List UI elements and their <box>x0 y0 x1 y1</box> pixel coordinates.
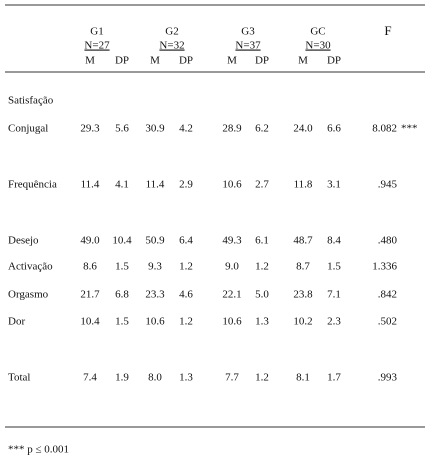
cell: 22.1 <box>222 289 241 301</box>
cell: 6.2 <box>255 123 269 135</box>
cell: 1.5 <box>327 261 341 273</box>
cell: 9.3 <box>148 261 162 273</box>
cell: 6.8 <box>115 289 129 301</box>
row-label: Activação <box>8 261 53 273</box>
subheader: M <box>85 55 95 67</box>
subheader: M <box>227 55 237 67</box>
group-n: N=32 <box>159 40 184 52</box>
cell: 8.6 <box>83 261 97 273</box>
f-header: F <box>384 23 391 38</box>
cell: 1.2 <box>179 316 193 328</box>
cell: 1.2 <box>255 372 269 384</box>
cell: 6.6 <box>327 123 341 135</box>
f-value: .480 <box>378 235 398 247</box>
cell: 21.7 <box>80 289 100 301</box>
cell: 23.3 <box>145 289 165 301</box>
cell: 5.0 <box>255 289 269 301</box>
row-label: Satisfação <box>8 95 54 107</box>
cell: 49.0 <box>80 235 100 247</box>
cell: 7.7 <box>225 372 239 384</box>
f-value: .945 <box>378 179 398 191</box>
cell: 11.4 <box>81 179 100 191</box>
row-label: Frequência <box>8 179 57 191</box>
cell: 1.5 <box>115 316 129 328</box>
subheader: DP <box>255 55 269 67</box>
cell: 30.9 <box>145 123 165 135</box>
cell: 11.4 <box>146 179 165 191</box>
group-name: G3 <box>241 26 255 38</box>
cell: 2.7 <box>255 179 269 191</box>
f-value: 1.336 <box>372 261 397 273</box>
cell: 24.0 <box>293 123 313 135</box>
cell: 5.6 <box>115 123 129 135</box>
cell: 1.3 <box>255 316 269 328</box>
cell: 1.5 <box>115 261 129 273</box>
cell: 28.9 <box>222 123 242 135</box>
group-name: G1 <box>90 26 103 38</box>
cell: 6.4 <box>179 235 193 247</box>
cell: 10.4 <box>80 316 100 328</box>
f-value: .502 <box>378 316 397 328</box>
cell: 10.6 <box>222 179 242 191</box>
row-label: Total <box>8 372 30 384</box>
cell: 6.1 <box>255 235 269 247</box>
subheader: DP <box>327 55 341 67</box>
group-n: N=30 <box>305 40 331 52</box>
cell: 10.6 <box>222 316 242 328</box>
cell: 7.4 <box>83 372 97 384</box>
cell: 10.6 <box>145 316 165 328</box>
cell: 50.9 <box>145 235 165 247</box>
cell: 29.3 <box>80 123 100 135</box>
subheader: M <box>150 55 160 67</box>
f-value: .842 <box>378 289 397 301</box>
cell: 2.9 <box>179 179 193 191</box>
significance: *** <box>401 123 418 135</box>
subheader: DP <box>179 55 193 67</box>
subheader: DP <box>115 55 129 67</box>
group-name: G2 <box>165 26 178 38</box>
cell: 1.3 <box>179 372 193 384</box>
cell: 1.2 <box>255 261 269 273</box>
cell: 1.9 <box>115 372 129 384</box>
cell: 10.2 <box>293 316 312 328</box>
cell: 1.7 <box>327 372 341 384</box>
subheader: M <box>298 55 308 67</box>
cell: 10.4 <box>112 235 132 247</box>
cell: 49.3 <box>222 235 242 247</box>
group-name: GC <box>310 26 325 38</box>
cell: 9.0 <box>225 261 239 273</box>
cell: 4.1 <box>115 179 129 191</box>
cell: 3.1 <box>327 179 341 191</box>
group-n: N=27 <box>84 40 110 52</box>
cell: 2.3 <box>327 316 341 328</box>
cell: 8.0 <box>148 372 162 384</box>
row-label: Desejo <box>8 235 39 247</box>
row-label: Orgasmo <box>8 289 49 301</box>
cell: 1.2 <box>179 261 193 273</box>
cell: 4.6 <box>179 289 193 301</box>
cell: 23.8 <box>293 289 313 301</box>
cell: 4.2 <box>179 123 193 135</box>
cell: 7.1 <box>327 289 341 301</box>
row-label: Conjugal <box>8 123 48 135</box>
cell: 48.7 <box>293 235 313 247</box>
f-value: 8.082 <box>372 123 397 135</box>
group-n: N=37 <box>235 40 261 52</box>
footnote: *** p ≤ 0.001 <box>8 444 69 456</box>
cell: 11.8 <box>294 179 313 191</box>
f-value: .993 <box>378 372 398 384</box>
cell: 8.7 <box>296 261 310 273</box>
cell: 8.4 <box>327 235 341 247</box>
cell: 8.1 <box>296 372 310 384</box>
row-label: Dor <box>8 316 25 328</box>
